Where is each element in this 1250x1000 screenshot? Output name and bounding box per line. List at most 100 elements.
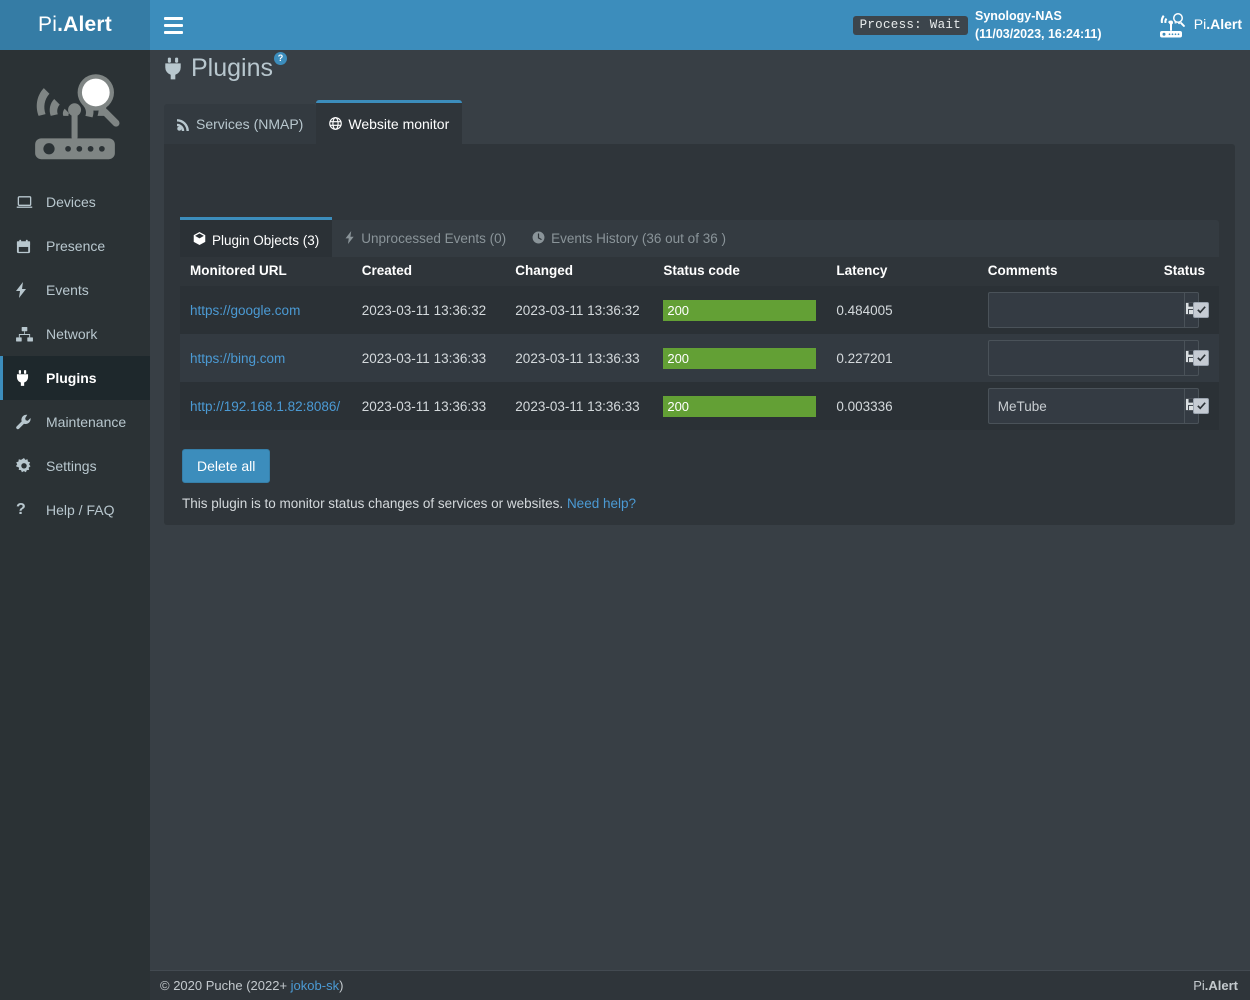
globe-icon — [329, 117, 343, 130]
column-header-created[interactable]: Created — [351, 257, 506, 286]
node-time: (11/03/2023, 16:24:11) — [975, 27, 1102, 41]
cell-comments — [977, 382, 1199, 430]
calendar-icon — [16, 237, 40, 255]
status-checkbox[interactable] — [1193, 301, 1209, 318]
sidebar-item-label: Help / FAQ — [46, 502, 115, 518]
footer-app-suffix: .Alert — [1204, 978, 1238, 993]
column-header-latency[interactable]: Latency — [826, 257, 978, 286]
wrench-icon — [16, 413, 40, 431]
sidebar-item-label: Presence — [46, 238, 106, 254]
table-row: http://192.168.1.82:8086/ 2023-03-11 13:… — [180, 382, 1219, 430]
sidebar-item-label: Settings — [46, 458, 97, 474]
comment-input-group — [987, 388, 1199, 424]
cell-latency: 0.227201 — [826, 334, 978, 382]
cell-comments — [977, 334, 1199, 382]
column-header-status[interactable]: Status — [1153, 257, 1219, 286]
footer: © 2020 Puche (2022+ jokob-sk) Pi.Alert — [150, 970, 1250, 1000]
footer-app-name: Pi.Alert — [1193, 978, 1238, 993]
page-title: Plugins ? — [164, 52, 287, 83]
cell-changed: 2023-03-11 13:36:33 — [505, 382, 654, 430]
cell-created: 2023-03-11 13:36:33 — [351, 382, 506, 430]
status-code-bar: 200 — [663, 299, 817, 321]
bolt-icon — [16, 281, 40, 299]
status-checkbox[interactable] — [1193, 349, 1209, 366]
tab-label: Website monitor — [348, 115, 450, 132]
footer-sidebar-strip — [0, 970, 150, 1000]
sidebar-item-label: Maintenance — [46, 414, 127, 430]
sidebar-item-plugins[interactable]: Plugins — [0, 356, 150, 400]
footer-copyright: © 2020 Puche (2022+ jokob-sk) — [160, 978, 343, 993]
tab-unprocessed-events[interactable]: Unprocessed Events (0) — [332, 220, 519, 257]
brand-logo[interactable]: Pi .Alert — [0, 0, 150, 50]
tab-services-nmap[interactable]: Services (NMAP) — [164, 104, 317, 144]
comment-input[interactable] — [987, 340, 1184, 376]
column-header-monitored-url[interactable]: Monitored URL — [180, 257, 352, 286]
table-row: https://bing.com 2023-03-11 13:36:33 202… — [180, 334, 1219, 382]
monitored-url-link[interactable]: http://192.168.1.82:8086/ — [190, 398, 341, 414]
sidebar: Devices Presence Events Network Plugins … — [0, 50, 150, 1000]
sidebar-item-devices[interactable]: Devices — [0, 180, 150, 224]
bolt-icon — [345, 230, 355, 247]
sidebar-item-network[interactable]: Network — [0, 312, 150, 356]
tab-label: Services (NMAP) — [196, 116, 304, 132]
rss-icon — [177, 118, 190, 131]
table-row: https://google.com 2023-03-11 13:36:32 2… — [180, 286, 1219, 334]
cell-created: 2023-03-11 13:36:32 — [351, 286, 506, 334]
sidebar-item-presence[interactable]: Presence — [0, 224, 150, 268]
cell-created: 2023-03-11 13:36:33 — [351, 334, 506, 382]
brand-prefix: Pi — [38, 13, 58, 36]
sidebar-item-events[interactable]: Events — [0, 268, 150, 312]
monitored-url-link[interactable]: https://bing.com — [190, 350, 286, 366]
sidebar-item-label: Plugins — [46, 370, 97, 386]
author-link[interactable]: jokob-sk — [290, 978, 340, 993]
header-title-suffix: .Alert — [1206, 16, 1242, 32]
plugin-description-text: This plugin is to monitor status changes… — [182, 496, 564, 511]
tab-events-history[interactable]: Events History (36 out of 36 ) — [519, 220, 739, 257]
sidebar-item-label: Network — [46, 326, 98, 342]
copyright-end: ) — [339, 978, 344, 993]
table-header-row: Monitored URL Created Changed Status cod… — [180, 257, 1219, 286]
tab-label: Events History (36 out of 36 ) — [551, 231, 726, 246]
sidebar-item-settings[interactable]: Settings — [0, 444, 150, 488]
tab-plugin-objects[interactable]: Plugin Objects (3) — [180, 217, 333, 257]
status-code-bar: 200 — [663, 347, 817, 369]
gear-icon — [16, 457, 40, 475]
cell-status-code: 200 — [653, 286, 827, 334]
comment-input[interactable] — [987, 388, 1184, 424]
tab-website-monitor[interactable]: Website monitor — [316, 100, 463, 144]
status-code-bar: 200 — [663, 395, 817, 417]
plugin-objects-table: Monitored URL Created Changed Status cod… — [180, 257, 1219, 430]
top-header-bar: Pi .Alert Process: Wait Synology-NAS (11/… — [0, 0, 1250, 50]
node-name: Synology-NAS — [975, 9, 1062, 23]
plugin-tabs: Services (NMAP) Website monitor — [164, 100, 463, 144]
sidebar-item-label: Events — [46, 282, 89, 298]
help-badge-icon[interactable]: ? — [274, 52, 287, 65]
copyright-text: © 2020 Puche (2022+ — [160, 978, 291, 993]
header-title-prefix: Pi — [1193, 16, 1207, 32]
pialert-router-logo-icon — [1156, 10, 1188, 40]
cell-changed: 2023-03-11 13:36:32 — [505, 286, 654, 334]
delete-all-button[interactable]: Delete all — [182, 449, 271, 483]
plug-icon — [16, 369, 40, 387]
column-header-comments[interactable]: Comments — [977, 257, 1154, 286]
hamburger-icon[interactable] — [164, 13, 190, 37]
question-mark-icon: ? — [16, 501, 26, 518]
sidebar-item-help-faq[interactable]: ? Help / FAQ — [0, 488, 150, 532]
cell-comments — [977, 286, 1199, 334]
sidebar-item-maintenance[interactable]: Maintenance — [0, 400, 150, 444]
cell-monitored-url: http://192.168.1.82:8086/ — [180, 382, 352, 430]
comment-input-group — [987, 340, 1199, 376]
need-help-link[interactable]: Need help? — [566, 496, 636, 511]
header-bar: Process: Wait Synology-NAS (11/03/2023, … — [150, 0, 1250, 50]
cube-icon — [193, 232, 206, 248]
cell-monitored-url: https://google.com — [180, 286, 352, 334]
main-content: Plugins ? Services (NMAP) Website monito… — [150, 50, 1250, 970]
status-checkbox[interactable] — [1193, 397, 1209, 414]
plug-icon — [164, 57, 182, 80]
table-header: Monitored URL Created Changed Status cod… — [180, 257, 1219, 286]
comment-input[interactable] — [987, 292, 1184, 328]
monitored-url-link[interactable]: https://google.com — [190, 302, 301, 318]
plugin-inner-tabs: Plugin Objects (3) Unprocessed Events (0… — [180, 217, 1219, 257]
column-header-changed[interactable]: Changed — [505, 257, 654, 286]
column-header-status-code[interactable]: Status code — [653, 257, 827, 286]
